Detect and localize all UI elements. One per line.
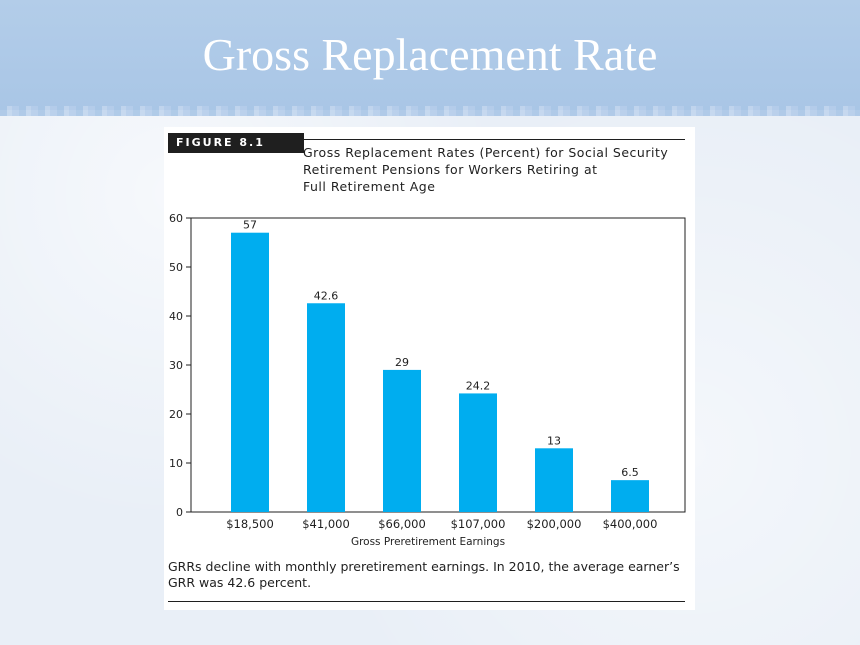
- x-axis-title: Gross Preretirement Earnings: [351, 536, 505, 548]
- figure-bottom-rule: [168, 601, 685, 602]
- y-tick-label: 0: [176, 506, 183, 519]
- y-tick-label: 30: [169, 359, 183, 372]
- figure-tag: FIGURE 8.1: [168, 133, 304, 153]
- bar-value-label: 42.6: [314, 289, 339, 302]
- bar: [535, 448, 573, 512]
- y-tick-label: 10: [169, 457, 183, 470]
- y-tick-label: 40: [169, 310, 183, 323]
- x-tick-label: $18,500: [226, 517, 274, 531]
- bar-chart: 0 10 20 30 40 50 60 57 $18,500 42.6 $41,000 29 $66,0…: [169, 212, 686, 548]
- y-tick-label: 20: [169, 408, 183, 421]
- bar: [307, 303, 345, 512]
- bar-value-label: 13: [547, 434, 561, 447]
- x-tick-label: $107,000: [451, 517, 506, 531]
- x-tick-label: $400,000: [603, 517, 658, 531]
- figure-title: Gross Replacement Rates (Percent) for So…: [303, 144, 693, 195]
- bar: [611, 480, 649, 512]
- figure-title-line: Full Retirement Age: [303, 179, 436, 194]
- bar-value-label: 57: [243, 219, 257, 232]
- bar-value-label: 29: [395, 356, 409, 369]
- bar: [231, 232, 269, 512]
- figure-title-line: Retirement Pensions for Workers Retiring…: [303, 162, 598, 177]
- figure-caption: GRRs decline with monthly preretirement …: [168, 559, 680, 590]
- x-tick-label: $66,000: [378, 517, 426, 531]
- x-tick-label: $41,000: [302, 517, 350, 531]
- y-tick-label: 60: [169, 212, 183, 225]
- figure-panel: FIGURE 8.1 Gross Replacement Rates (Perc…: [164, 127, 695, 610]
- figure-top-rule: [304, 139, 685, 140]
- y-tick-label: 50: [169, 261, 183, 274]
- bar-value-label: 6.5: [621, 466, 639, 479]
- slide-title: Gross Replacement Rate: [202, 29, 658, 80]
- x-tick-label: $200,000: [527, 517, 582, 531]
- figure-title-line: Gross Replacement Rates (Percent) for So…: [303, 145, 669, 160]
- bar-value-label: 24.2: [466, 379, 491, 392]
- bar: [459, 393, 497, 512]
- title-banner: [0, 0, 860, 116]
- bar: [383, 369, 421, 512]
